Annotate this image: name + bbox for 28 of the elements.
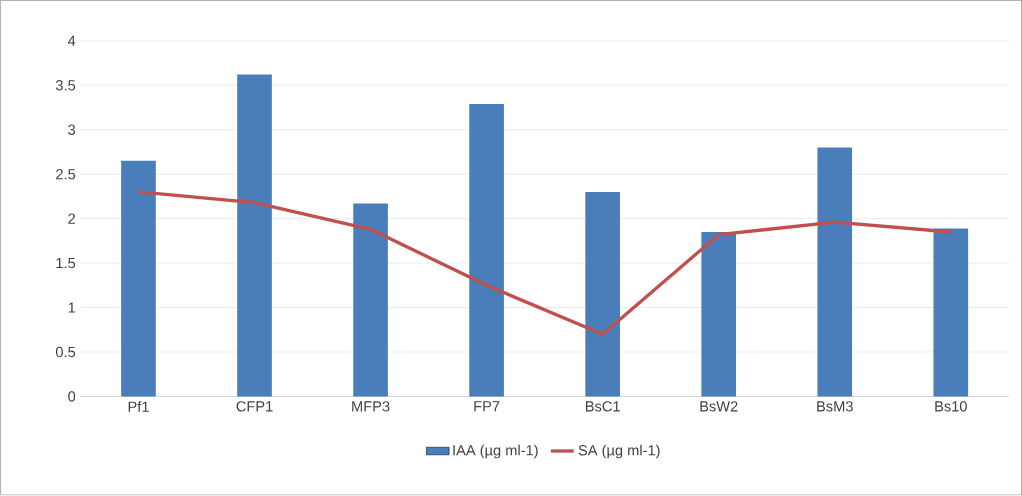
y-tick-label: 3.5 — [55, 80, 76, 91]
legend-label: IAA (µg ml-1) — [453, 444, 538, 459]
x-tick-label: Bs10 — [935, 401, 967, 412]
bar — [353, 203, 388, 397]
bar — [817, 147, 853, 397]
x-tick-label: MFP3 — [352, 401, 390, 412]
bar — [237, 74, 272, 397]
bar — [933, 228, 969, 397]
y-tick-label: 4 — [67, 36, 76, 47]
y-tick-label: 0.5 — [55, 347, 76, 358]
x-tick-label: BsW2 — [700, 401, 738, 412]
bar — [701, 232, 737, 397]
bar — [121, 161, 156, 397]
line-series — [136, 190, 953, 337]
y-tick-label: 1 — [68, 302, 76, 313]
y-tick-label: 2.5 — [56, 169, 76, 180]
bar — [585, 192, 620, 397]
x-tick-label: BsM3 — [817, 401, 853, 412]
x-tick-label: BsC1 — [585, 401, 620, 412]
x-tick-label: CFP1 — [236, 401, 273, 412]
y-tick-label: 3 — [68, 124, 76, 136]
x-tick-label: FP7 — [474, 401, 500, 412]
y-tick-label: 0 — [68, 391, 76, 402]
bar — [469, 104, 504, 397]
legend-label: SA (µg ml-1) — [578, 444, 660, 459]
y-tick-label: 1.5 — [56, 258, 76, 269]
x-tick-label: Pf1 — [128, 401, 149, 412]
y-tick-label: 2 — [68, 213, 76, 224]
